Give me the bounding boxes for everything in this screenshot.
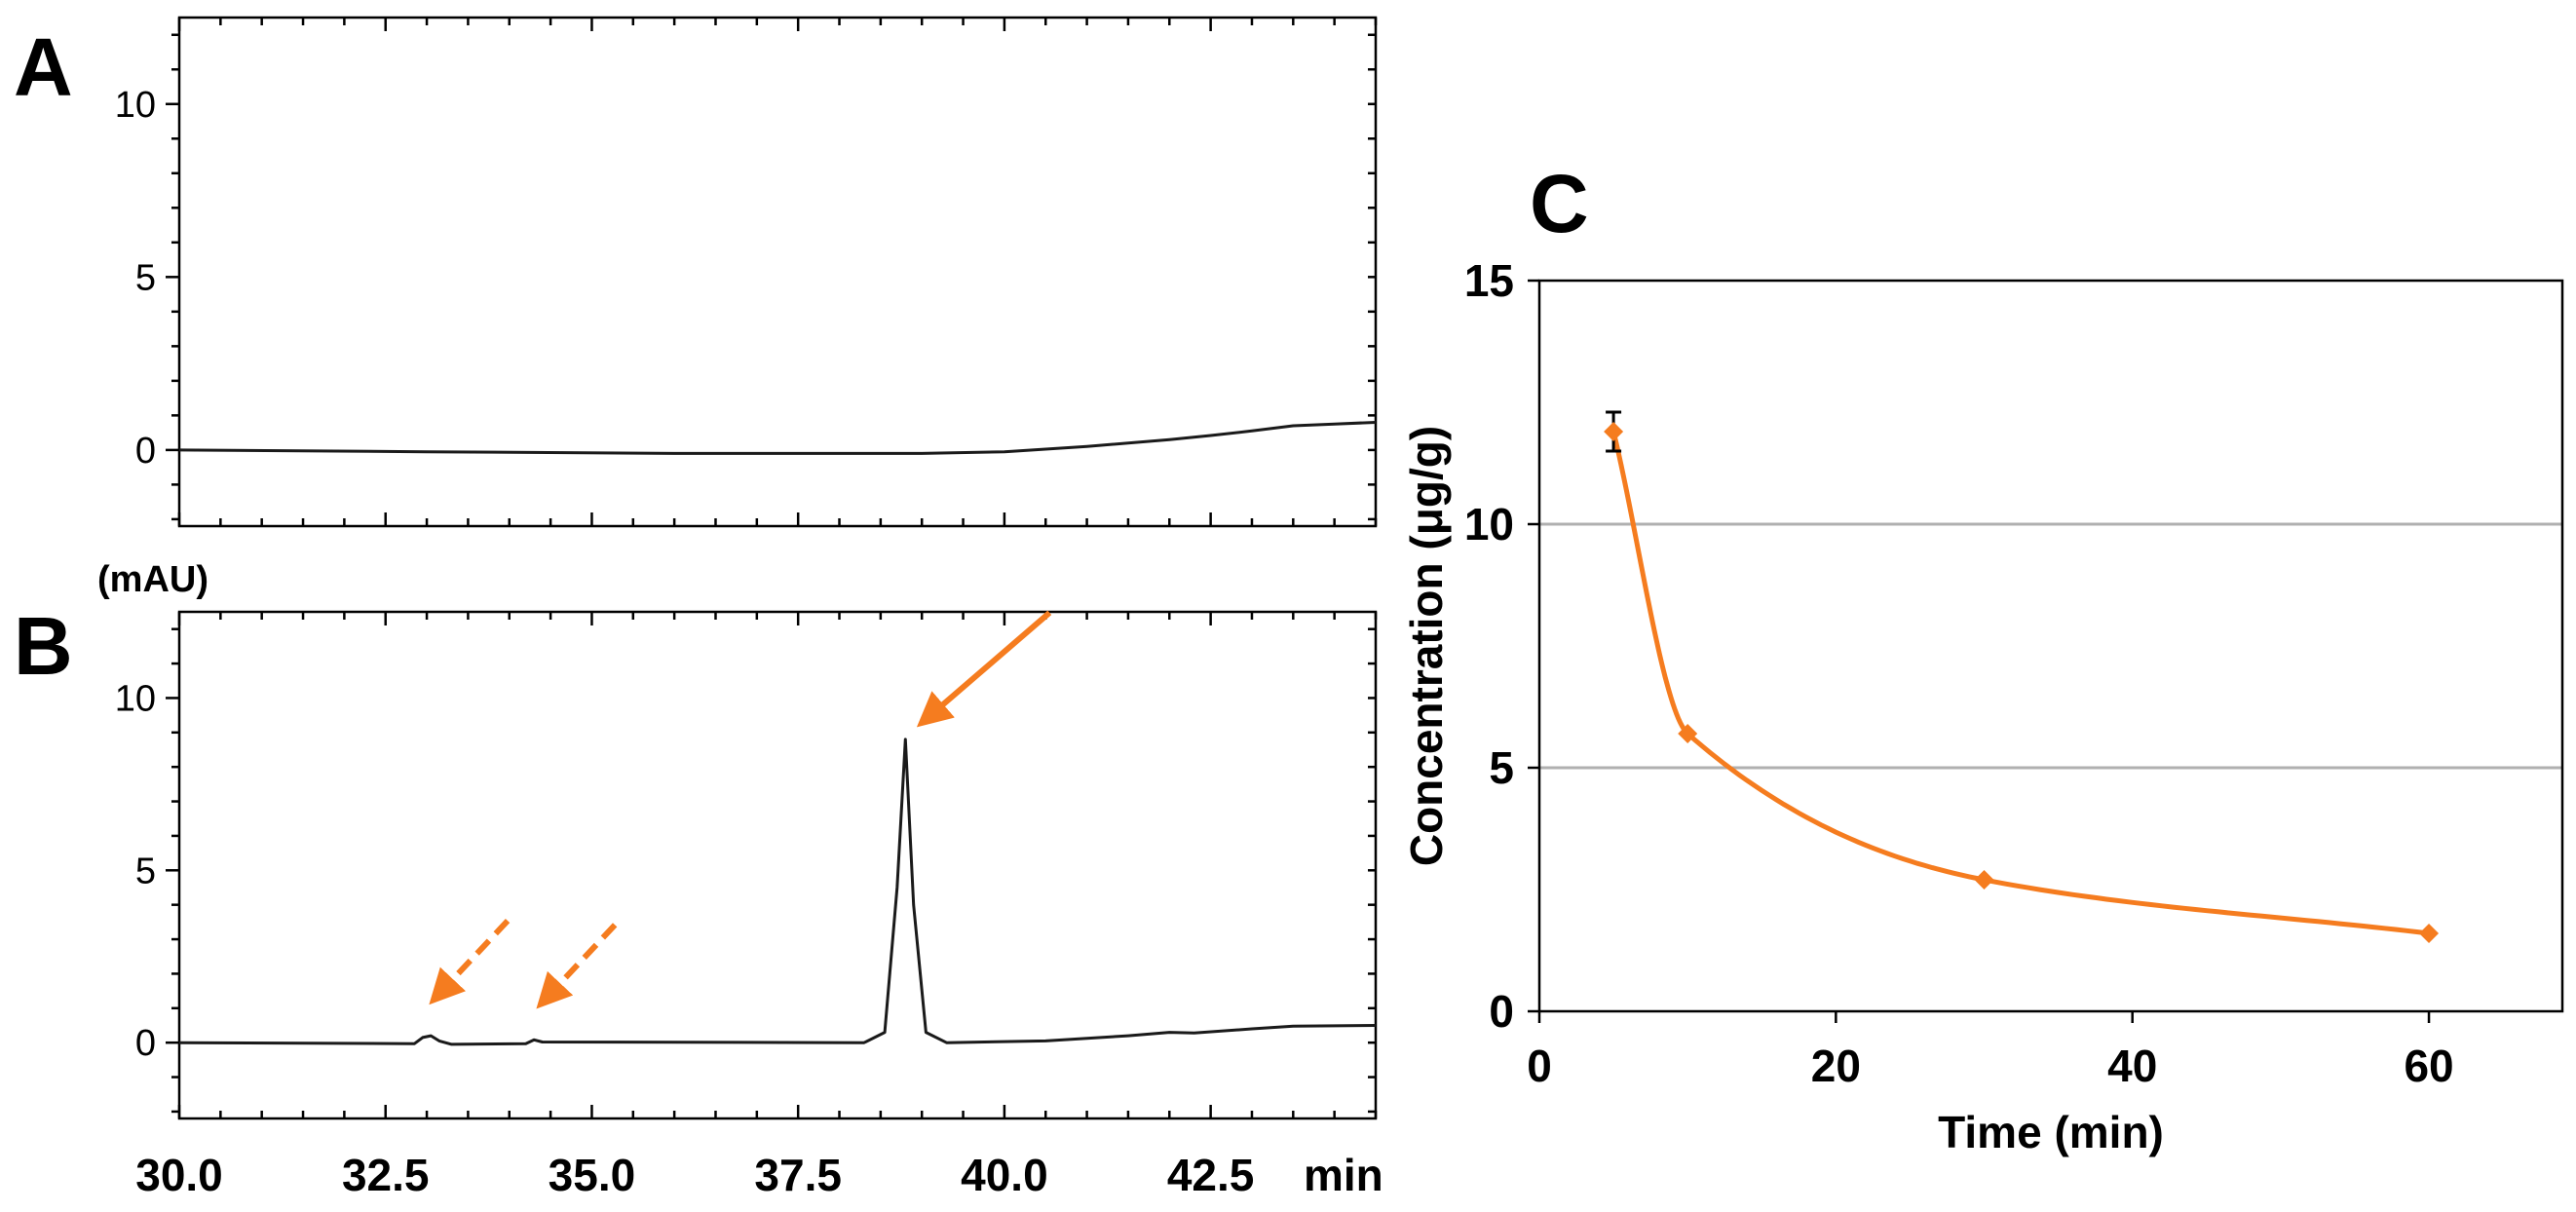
- c-y-tick-label: 10: [1464, 499, 1514, 549]
- x-tick-label: 30.0: [135, 1150, 223, 1200]
- concentration-curve: [1610, 431, 2430, 936]
- c-data-point: [2419, 924, 2440, 943]
- panel-c-frame: [1537, 279, 2564, 1013]
- mau-unit-label: (mAU): [97, 559, 208, 600]
- x-tick-label: 32.5: [342, 1150, 430, 1200]
- c-y-tick-label: 0: [1489, 986, 1514, 1037]
- peak-arrow-dashed: [429, 919, 511, 1005]
- peak-arrow-dashed: [536, 923, 618, 1009]
- y-tick-label: 0: [135, 1023, 156, 1064]
- c-x-tick-label: 20: [1811, 1041, 1861, 1091]
- c-y-tick-label: 15: [1464, 255, 1514, 306]
- concentration-panel-c: 0 5 10 15 0 20 40 60 Time (min) Concentration …: [1401, 255, 2564, 1157]
- x-tick-label: 42.5: [1167, 1150, 1255, 1200]
- c-x-axis-label: Time (min): [1938, 1107, 2164, 1157]
- chromatogram-b-trace: [178, 738, 1377, 1046]
- y-tick-label: 5: [135, 851, 156, 891]
- chromatogram-a-trace: [178, 421, 1377, 455]
- panel-b-frame: [177, 610, 1378, 1120]
- x-tick-label: 37.5: [754, 1150, 842, 1200]
- y-tick-label: 0: [135, 431, 156, 472]
- c-y-tick-label: 5: [1489, 742, 1514, 793]
- panel-a-letter: A: [14, 21, 73, 113]
- c-x-tick-label: 0: [1527, 1041, 1552, 1091]
- y-tick-label: 10: [115, 678, 156, 719]
- x-tick-label: 40.0: [961, 1150, 1048, 1200]
- c-y-axis-label: Concentration (μg/g): [1401, 426, 1452, 866]
- y-tick-label: 5: [135, 257, 156, 298]
- panel-c-letter: C: [1530, 158, 1589, 249]
- min-axis-label: min: [1304, 1150, 1383, 1200]
- panel-b-letter: B: [14, 600, 73, 692]
- x-tick-label: 35.0: [549, 1150, 636, 1200]
- chromatogram-panel-a: 0 5 10: [115, 16, 1378, 528]
- c-data-point: [1678, 724, 1698, 743]
- c-x-tick-label: 40: [2107, 1041, 2157, 1091]
- c-data-point: [1974, 870, 1994, 890]
- peak-arrow-solid: [916, 610, 1052, 728]
- c-data-point: [1604, 422, 1624, 441]
- y-tick-label: 10: [115, 85, 156, 126]
- c-x-tick-label: 60: [2404, 1041, 2453, 1091]
- chromatogram-panel-b: 0 5 10 30.0 32.5 35.0 37.5 40.0 42.5: [115, 610, 1378, 1200]
- panel-a-frame: [177, 16, 1378, 528]
